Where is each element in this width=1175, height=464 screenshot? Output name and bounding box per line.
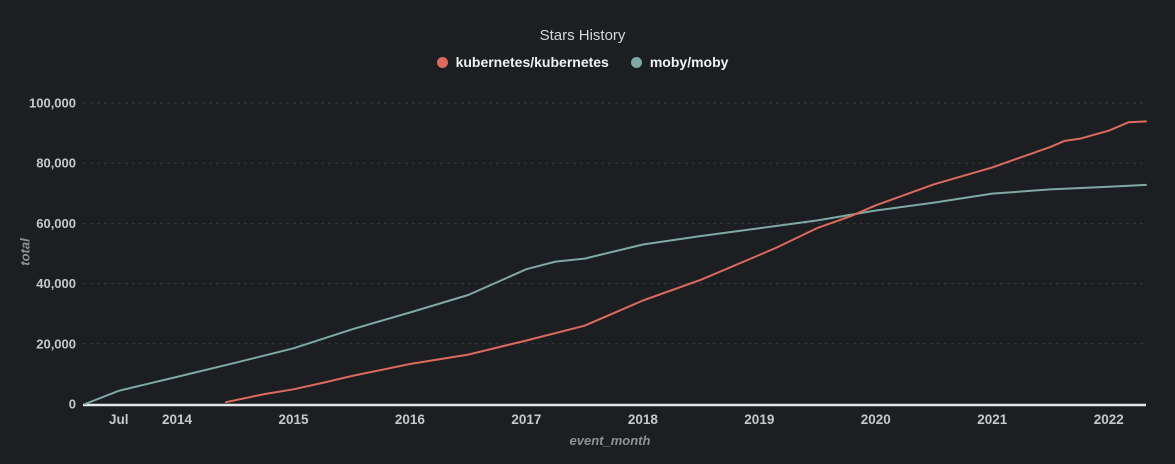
x-tick-label: 2021 xyxy=(977,412,1008,427)
y-axis-title: total xyxy=(17,238,33,266)
x-tick-label: 2015 xyxy=(278,412,309,427)
legend-label-kubernetes: kubernetes/kubernetes xyxy=(455,54,609,70)
legend-label-moby: moby/moby xyxy=(649,54,729,70)
legend: kubernetes/kubernetes moby/moby xyxy=(0,54,1165,70)
y-tick-label: 60,000 xyxy=(36,216,76,231)
x-tick-label: 2018 xyxy=(628,412,659,427)
series-line-kubernetes-kubernetes xyxy=(224,120,1147,404)
series-line-moby-moby xyxy=(84,183,1147,405)
legend-item-kubernetes[interactable]: kubernetes/kubernetes xyxy=(436,54,609,70)
x-tick-label: 2016 xyxy=(395,412,426,427)
moby-series-dot-icon xyxy=(630,56,642,68)
y-tick-label: 40,000 xyxy=(36,276,76,291)
y-tick-label: 100,000 xyxy=(29,96,76,111)
x-tick-label: 2014 xyxy=(162,412,193,427)
y-tick-label: 80,000 xyxy=(36,156,76,171)
x-tick-label: 2020 xyxy=(861,412,891,427)
chart-title: Stars History xyxy=(539,27,626,44)
x-axis-title: event_month xyxy=(569,433,651,448)
x-tick-label: 2017 xyxy=(511,412,541,427)
legend-item-moby[interactable]: moby/moby xyxy=(630,54,729,70)
x-tick-label: 2019 xyxy=(744,412,774,427)
x-tick-label: Jul xyxy=(109,412,129,427)
kubernetes-series-dot-icon xyxy=(436,56,448,68)
y-tick-label: 20,000 xyxy=(36,336,76,351)
x-tick-label: 2022 xyxy=(1094,412,1124,427)
y-tick-label: 0 xyxy=(69,397,76,412)
